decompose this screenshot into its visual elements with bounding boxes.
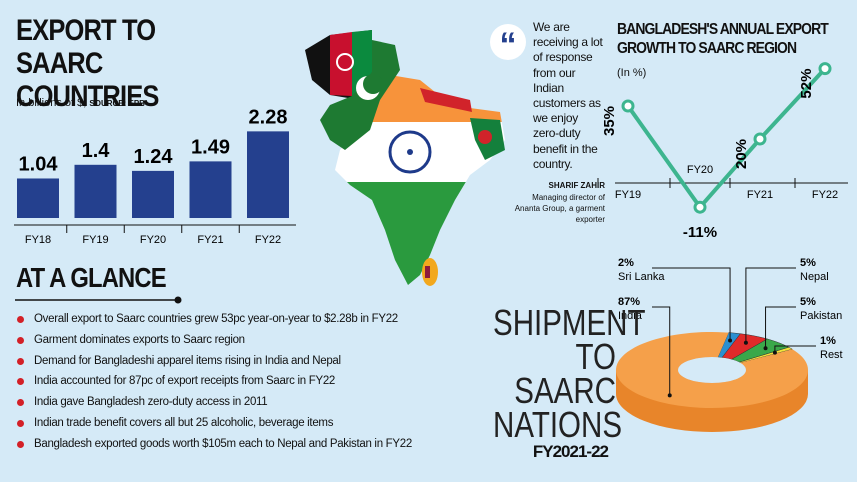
glance-list: Overall export to Saarc countries grew 5… [14, 309, 434, 455]
bar [247, 131, 289, 218]
line [626, 67, 827, 211]
bar [74, 164, 117, 218]
pie-subtitle: FY2021-22 [532, 442, 609, 461]
value-label: 1.24 [134, 146, 174, 168]
value-label: 20% [733, 139, 750, 169]
point [621, 99, 635, 113]
slice-value-label: 1% [820, 335, 836, 347]
value-label: 35% [601, 106, 618, 136]
bar-source: SOURCE: EPB [89, 99, 145, 108]
value-label: 1.04 [19, 153, 59, 175]
divider-dot [174, 296, 182, 304]
leader-dot [728, 338, 733, 343]
quote-author: SHARIF ZAHIR [548, 181, 605, 190]
x-tick-label: FY21 [197, 234, 223, 246]
leader-line [652, 267, 731, 341]
glance-item: Overall export to Saarc countries grew 5… [14, 309, 434, 330]
slice-category-label: India [618, 310, 643, 322]
x-tick-label: FY19 [82, 234, 108, 246]
bar-title: EXPORT TO SAARC COUNTRIES [16, 14, 159, 113]
donut [616, 332, 808, 432]
glance-item: Garment dominates exports to Saarc regio… [14, 330, 434, 351]
bar-subtitle-wrap: In billions of $; SOURCE: EPB [16, 97, 145, 109]
glance-item: India gave Bangladesh zero-duty access i… [14, 392, 434, 413]
x-tick-label: FY20 [140, 234, 166, 246]
svg-text:“: “ [500, 26, 517, 64]
leader-line [652, 306, 671, 396]
leader-dot [667, 393, 672, 398]
x-tick-label: FY19 [615, 189, 641, 201]
slice-category-label: Pakistan [800, 310, 842, 322]
slice [616, 332, 808, 408]
slice-value-label: 5% [800, 296, 816, 308]
value-label: 1.4 [82, 140, 111, 162]
bar [132, 170, 174, 218]
quote-icon: “ [490, 24, 526, 64]
slice-value-label: 2% [618, 257, 634, 269]
line-title: BANGLADESH'S ANNUAL EXPORT GROWTH TO SAA… [617, 21, 829, 57]
x-tick-label: FY22 [255, 234, 281, 246]
leader-dot [743, 340, 748, 345]
leader-line [774, 345, 816, 353]
point [753, 132, 767, 146]
value-label: 52% [798, 69, 815, 99]
leader-line [745, 267, 796, 343]
slice-category-label: Rest [820, 349, 843, 361]
bar [17, 178, 59, 218]
donut-hole [678, 357, 746, 383]
x-tick-label: FY22 [812, 189, 838, 201]
x-tick-label: FY18 [25, 234, 51, 246]
slice-category-label: Nepal [800, 271, 829, 283]
glance-item: India accounted for 87pc of export recei… [14, 371, 434, 392]
slice-value-label: 5% [800, 257, 816, 269]
leader-line [765, 306, 796, 349]
quote-role: Managing director of Ananta Group, a gar… [514, 193, 605, 224]
pie-title: SHIPMENT TO SAARC NATIONS [493, 302, 646, 445]
glance-item: Demand for Bangladeshi apparel items ris… [14, 351, 434, 372]
x-tick-label: FY21 [747, 189, 773, 201]
point [693, 200, 707, 214]
value-label: 2.28 [249, 106, 288, 128]
point [818, 62, 832, 76]
quote-text: We are receiving a lot of response from … [533, 20, 603, 171]
glance-title: AT A GLANCE [16, 262, 167, 293]
bar-subtitle: In billions of $; [16, 97, 87, 109]
slice-value-label: 87% [618, 296, 640, 308]
slice-category-label: Sri Lanka [618, 271, 665, 283]
map [305, 30, 505, 286]
leader-dot [763, 346, 768, 351]
glance-item: Indian trade benefit covers all but 25 a… [14, 413, 434, 434]
bar [189, 161, 232, 218]
leader-dot [772, 350, 777, 355]
x-tick-label: FY20 [687, 164, 713, 176]
value-label: 1.49 [191, 136, 230, 158]
glance-item: Bangladesh exported goods worth $105m ea… [14, 434, 434, 455]
value-label: -11% [683, 224, 717, 241]
line-subtitle: (In %) [617, 67, 647, 79]
